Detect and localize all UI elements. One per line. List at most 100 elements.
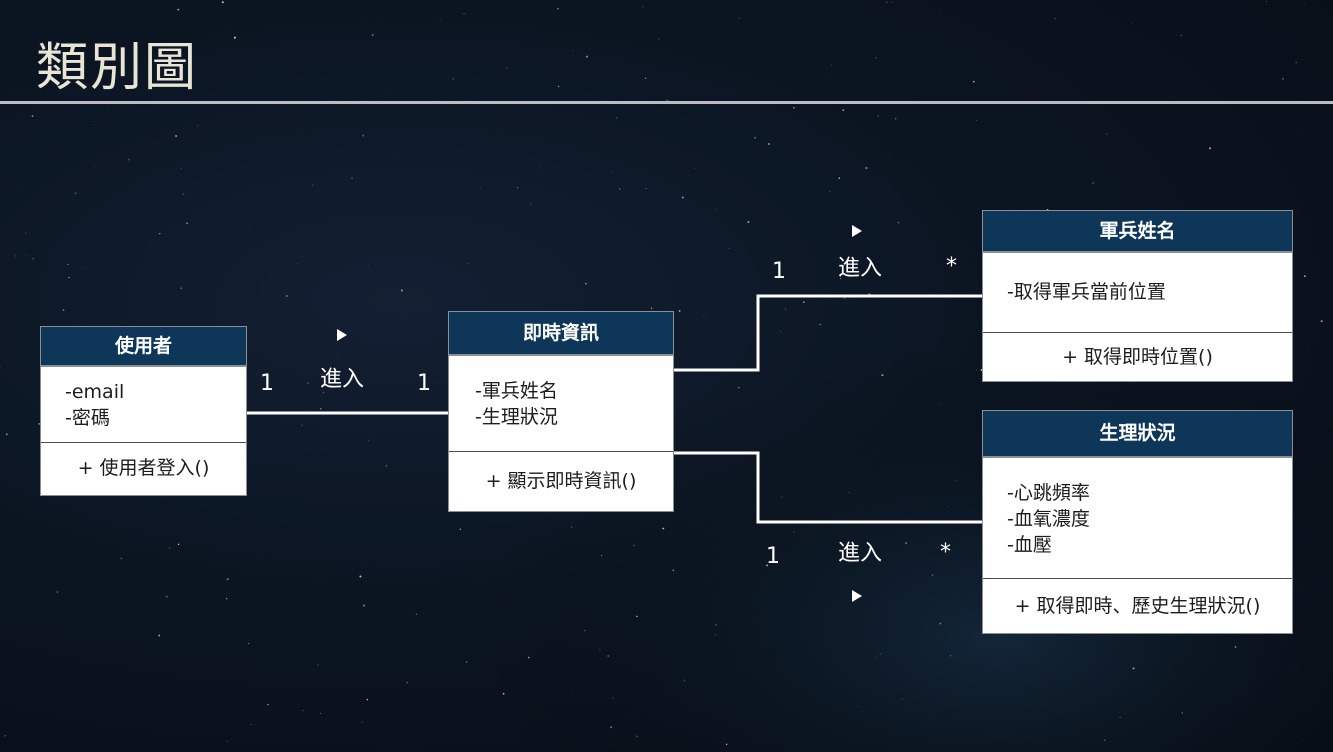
star bbox=[635, 735, 639, 738]
star bbox=[415, 613, 418, 615]
class-name: 生理狀況 bbox=[983, 411, 1292, 458]
star bbox=[1234, 646, 1237, 648]
play-arrow-icon bbox=[852, 590, 862, 602]
star bbox=[838, 177, 841, 180]
star bbox=[359, 575, 362, 578]
star bbox=[976, 120, 978, 121]
star bbox=[725, 743, 728, 746]
class-box-physiological-status: 生理狀況 -心跳頻率 -血氧濃度 -血壓 + 取得即時、歷史生理狀況() bbox=[982, 410, 1293, 634]
star bbox=[297, 262, 298, 264]
star bbox=[955, 480, 957, 482]
star bbox=[633, 544, 635, 546]
star bbox=[459, 528, 461, 530]
star bbox=[267, 703, 269, 706]
star bbox=[881, 374, 884, 377]
association-line-realtime-soldier bbox=[674, 294, 983, 372]
star bbox=[75, 192, 77, 194]
star bbox=[14, 255, 17, 257]
star bbox=[875, 56, 878, 59]
star bbox=[285, 295, 288, 297]
star bbox=[612, 697, 614, 699]
star bbox=[180, 287, 183, 290]
star bbox=[108, 107, 110, 109]
star bbox=[678, 310, 681, 312]
star bbox=[1092, 181, 1095, 185]
star bbox=[320, 712, 322, 714]
star bbox=[149, 246, 151, 248]
star bbox=[938, 402, 940, 404]
class-attributes: -軍兵姓名 -生理狀況 bbox=[449, 356, 673, 452]
star bbox=[785, 308, 787, 310]
star bbox=[1295, 214, 1297, 215]
star bbox=[363, 604, 365, 607]
star bbox=[877, 115, 880, 117]
star bbox=[224, 27, 226, 29]
star bbox=[301, 424, 303, 427]
star bbox=[857, 705, 858, 707]
star bbox=[319, 407, 322, 410]
star bbox=[611, 172, 613, 174]
star bbox=[226, 740, 228, 742]
star bbox=[1320, 320, 1323, 323]
star bbox=[312, 184, 314, 186]
star bbox=[177, 543, 180, 546]
multiplicity-to: 1 bbox=[417, 371, 431, 396]
star bbox=[768, 143, 770, 145]
star bbox=[1265, 0, 1267, 2]
star bbox=[975, 369, 977, 371]
star bbox=[601, 555, 603, 557]
star bbox=[248, 642, 250, 645]
star bbox=[1119, 716, 1121, 718]
star bbox=[939, 622, 942, 625]
star bbox=[157, 142, 159, 144]
multiplicity-from: 1 bbox=[260, 371, 274, 396]
class-attributes: -email -密碼 bbox=[41, 367, 246, 443]
star bbox=[506, 67, 508, 69]
star bbox=[672, 569, 674, 572]
star bbox=[406, 681, 408, 684]
star bbox=[32, 258, 34, 260]
star bbox=[127, 158, 130, 161]
star bbox=[780, 331, 782, 332]
star bbox=[831, 64, 833, 66]
association-label: 進入 bbox=[838, 256, 883, 281]
star bbox=[843, 297, 846, 300]
star bbox=[879, 653, 881, 655]
star bbox=[616, 117, 618, 119]
class-name: 使用者 bbox=[41, 327, 246, 367]
play-arrow-icon bbox=[337, 329, 347, 341]
attribute: -取得軍兵當前位置 bbox=[1007, 281, 1166, 303]
star bbox=[180, 167, 182, 170]
star bbox=[225, 597, 228, 600]
class-attributes: -心跳頻率 -血氧濃度 -血壓 bbox=[983, 458, 1292, 579]
slide-title: 類別圖 bbox=[36, 38, 199, 98]
star bbox=[572, 691, 573, 693]
star bbox=[802, 301, 805, 303]
star bbox=[886, 1, 888, 3]
star bbox=[865, 166, 868, 170]
star bbox=[901, 698, 903, 700]
star bbox=[905, 542, 908, 545]
attribute: -生理狀況 bbox=[475, 406, 558, 428]
star bbox=[328, 567, 330, 568]
star bbox=[738, 17, 740, 19]
star bbox=[662, 527, 665, 530]
star bbox=[93, 121, 95, 122]
star bbox=[362, 134, 365, 137]
star bbox=[502, 692, 505, 695]
star bbox=[793, 531, 795, 534]
star bbox=[658, 38, 659, 40]
star bbox=[839, 278, 841, 280]
star bbox=[390, 92, 391, 94]
star bbox=[714, 633, 716, 635]
operation: + 顯示即時資訊() bbox=[485, 470, 637, 492]
star bbox=[182, 193, 185, 196]
class-operations: + 取得即時位置() bbox=[983, 333, 1292, 381]
star bbox=[175, 135, 178, 137]
star bbox=[1290, 671, 1291, 673]
star bbox=[650, 307, 653, 309]
operation: + 取得即時位置() bbox=[1062, 346, 1213, 368]
star bbox=[931, 574, 934, 576]
class-name: 軍兵姓名 bbox=[983, 211, 1292, 253]
